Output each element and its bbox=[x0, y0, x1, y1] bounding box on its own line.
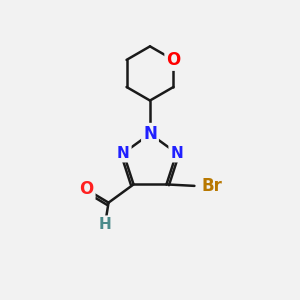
Text: N: N bbox=[170, 146, 183, 160]
Text: O: O bbox=[166, 51, 181, 69]
Text: H: H bbox=[99, 217, 111, 232]
Text: N: N bbox=[143, 125, 157, 143]
Text: O: O bbox=[79, 180, 94, 198]
Text: Br: Br bbox=[202, 177, 223, 195]
Text: N: N bbox=[117, 146, 130, 160]
